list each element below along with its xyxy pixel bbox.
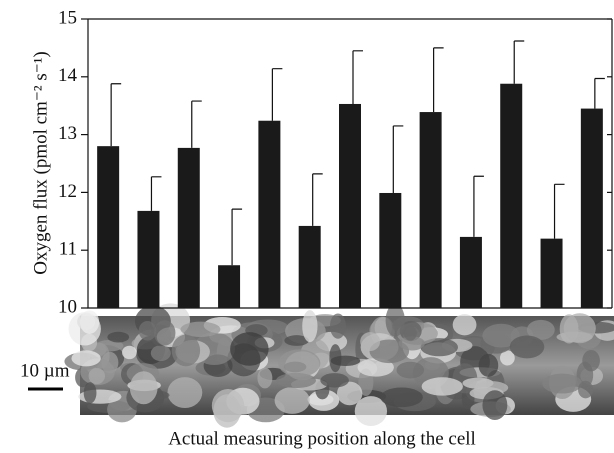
cell-texture (509, 335, 545, 359)
cell-texture (284, 335, 309, 346)
cell-texture (357, 358, 394, 377)
cell-image (64, 303, 614, 428)
bar (177, 147, 200, 308)
cell-texture (167, 377, 203, 409)
cell-texture (482, 323, 520, 348)
cell-texture (83, 382, 97, 404)
bar (218, 265, 241, 308)
cell-texture (403, 325, 417, 341)
cell-texture (398, 336, 425, 351)
error-bar (231, 208, 243, 266)
cell-texture (482, 390, 508, 420)
bar (500, 83, 523, 309)
bar (339, 103, 361, 308)
cell-texture (278, 349, 321, 378)
cell-texture (302, 310, 318, 343)
cell-texture (213, 394, 241, 428)
cell-texture (354, 396, 388, 427)
error-bar (553, 183, 565, 239)
cell-texture (274, 386, 310, 414)
bar (419, 112, 442, 308)
cell-texture (474, 381, 509, 395)
y-tick-label: 12 (58, 181, 77, 202)
bar (137, 210, 160, 308)
error-bar (433, 47, 444, 113)
bar (580, 108, 603, 308)
cell-texture (380, 387, 423, 408)
cell-texture (107, 331, 130, 343)
cell-texture (421, 377, 463, 396)
cell-texture (71, 350, 101, 367)
y-axis-label: Oxygen flux (pmol cm⁻² s⁻¹) (30, 51, 51, 275)
cell-texture (330, 355, 361, 366)
bar (258, 120, 281, 308)
error-bar (312, 173, 323, 226)
cell-texture (329, 313, 346, 339)
x-axis-label: Actual measuring position along the cell (168, 428, 476, 449)
error-bar (473, 175, 484, 237)
cell-texture (129, 371, 158, 405)
bar (459, 236, 482, 308)
y-tick-label: 10 (58, 296, 77, 317)
cell-texture (320, 373, 349, 388)
error-bar (271, 68, 283, 121)
cell-texture (500, 350, 515, 366)
cell-texture (582, 349, 600, 372)
bar (379, 192, 402, 308)
error-bar (594, 77, 605, 109)
cell-texture (396, 361, 425, 379)
cell-texture (578, 380, 594, 399)
error-bar (150, 176, 162, 211)
cell-texture (385, 303, 405, 337)
error-bar (513, 40, 525, 84)
cell-texture (68, 312, 101, 346)
cell-texture (336, 381, 363, 406)
cell-texture (171, 334, 201, 367)
y-tick-label: 15 (58, 7, 77, 28)
cell-texture (542, 373, 583, 394)
error-bar (392, 125, 404, 193)
cell-texture (420, 338, 458, 357)
error-bar (352, 50, 363, 104)
bar (540, 238, 563, 308)
y-tick-label: 14 (58, 65, 78, 86)
cell-texture (478, 353, 499, 377)
cell-texture (360, 332, 381, 352)
cell-texture (138, 321, 157, 341)
cell-texture (563, 313, 596, 344)
y-tick-label: 13 (58, 123, 77, 144)
cell-texture (257, 367, 273, 389)
scale-bar-label: 10 µm (20, 360, 70, 381)
cell-texture (369, 339, 410, 364)
cell-texture (276, 372, 316, 389)
cell-texture (180, 321, 221, 337)
cell-texture (452, 314, 477, 336)
cell-texture (153, 320, 176, 346)
y-tick-label: 11 (59, 239, 77, 260)
cell-texture (88, 367, 105, 385)
bar (97, 146, 120, 308)
error-bar (191, 100, 202, 148)
cell-texture (526, 319, 555, 340)
bar (298, 225, 321, 308)
cell-texture (230, 332, 269, 366)
error-bar (110, 83, 122, 147)
cell-texture (122, 345, 137, 360)
cell-texture (150, 345, 171, 362)
